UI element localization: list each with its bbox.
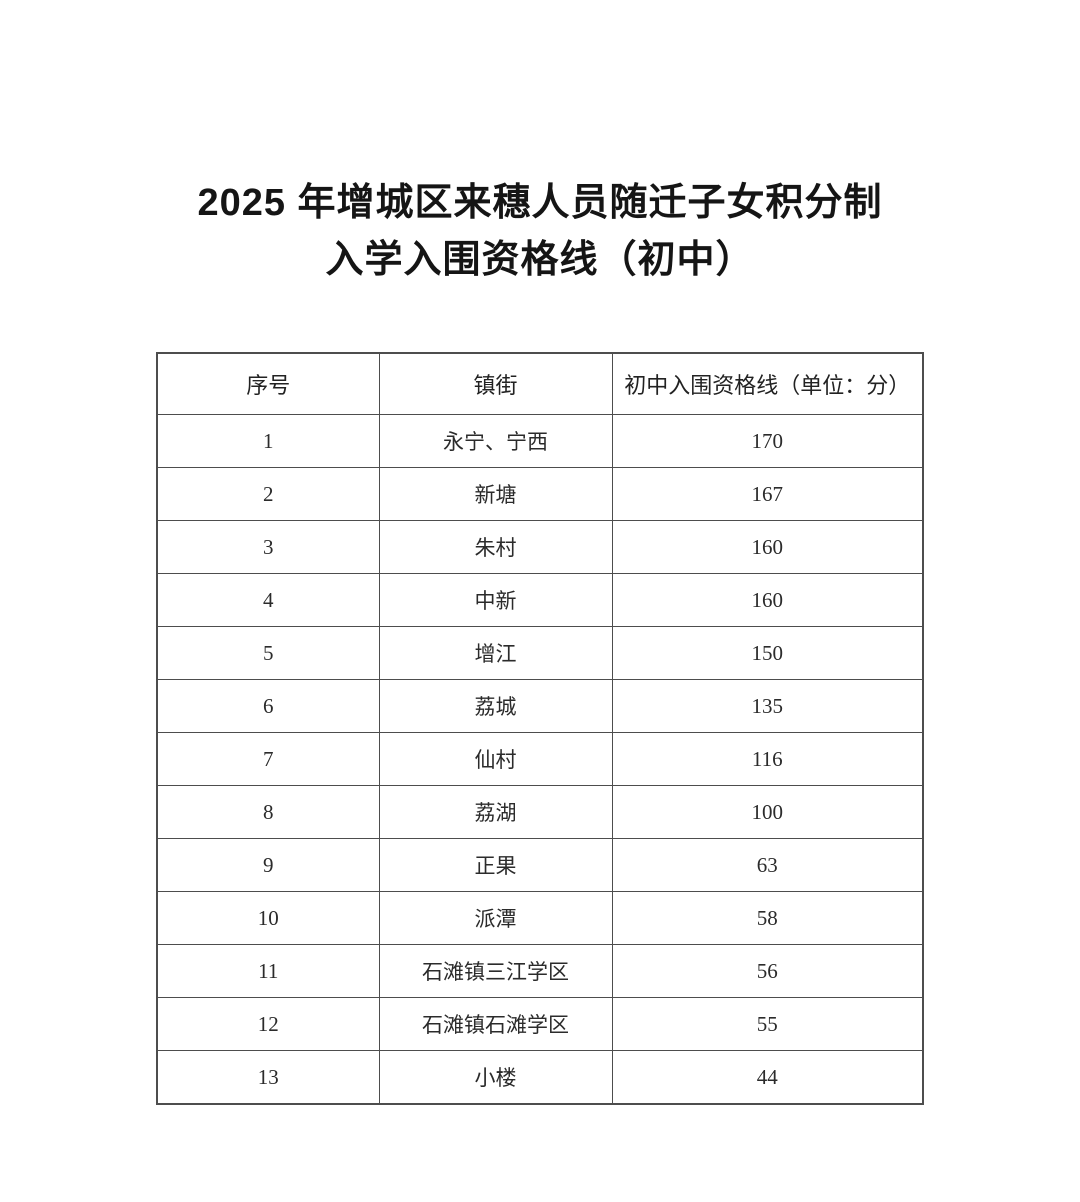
- table-cell: 13: [156, 1050, 380, 1105]
- table-row: 5 增江 150: [156, 626, 924, 681]
- table-cell: 仙村: [378, 732, 613, 787]
- table-cell: 派潭: [378, 891, 613, 946]
- table-body: 1 永宁、宁西 170 2 新塘 167 3 朱村 160 4 中新 160 5 增江 150 6 荔城 135 7…: [156, 414, 924, 1105]
- table-cell: 正果: [378, 838, 613, 893]
- table-row: 2 新塘 167: [156, 467, 924, 522]
- table-row: 13 小楼 44: [156, 1050, 924, 1105]
- table-row: 1 永宁、宁西 170: [156, 414, 924, 469]
- table-row: 6 荔城 135: [156, 679, 924, 734]
- table-row: 4 中新 160: [156, 573, 924, 628]
- table-cell: 116: [611, 732, 924, 787]
- table-row: 12 石滩镇石滩学区 55: [156, 997, 924, 1052]
- document-title-line-1: 2025 年增城区来穗人员随迁子女积分制: [197, 182, 883, 225]
- table-cell: 160: [611, 520, 924, 575]
- table-cell: 4: [156, 573, 380, 628]
- table-row: 11 石滩镇三江学区 56: [156, 944, 924, 999]
- table-cell: 160: [611, 573, 924, 628]
- table-cell: 167: [611, 467, 924, 522]
- table-cell: 石滩镇石滩学区: [378, 997, 613, 1052]
- table-cell: 58: [611, 891, 924, 946]
- table-cell: 55: [611, 997, 924, 1052]
- table-cell: 8: [156, 785, 380, 840]
- qualification-score-table: 序号 镇街 初中入围资格线（单位：分） 1 永宁、宁西 170 2 新塘 167 3 朱村 16…: [156, 352, 924, 1106]
- table-cell: 2: [156, 467, 380, 522]
- table-cell: 63: [611, 838, 924, 893]
- document-title-line-2: 入学入围资格线（初中）: [325, 239, 755, 282]
- table-cell: 6: [156, 679, 380, 734]
- table-cell: 100: [611, 785, 924, 840]
- table-cell: 新塘: [378, 467, 613, 522]
- table-cell: 135: [611, 679, 924, 734]
- table-header-row: 序号 镇街 初中入围资格线（单位：分）: [156, 352, 924, 416]
- table-cell: 11: [156, 944, 380, 999]
- table-cell: 增江: [378, 626, 613, 681]
- table-row: 3 朱村 160: [156, 520, 924, 575]
- table-row: 9 正果 63: [156, 838, 924, 893]
- column-header-index: 序号: [156, 352, 380, 416]
- table-cell: 荔湖: [378, 785, 613, 840]
- table-cell: 12: [156, 997, 380, 1052]
- table-cell: 5: [156, 626, 380, 681]
- document-title: 2025 年增城区来穗人员随迁子女积分制 入学入围资格线（初中）: [0, 25, 1080, 289]
- table-cell: 1: [156, 414, 380, 469]
- table-row: 7 仙村 116: [156, 732, 924, 787]
- table-row: 10 派潭 58: [156, 891, 924, 946]
- table-cell: 56: [611, 944, 924, 999]
- table-cell: 朱村: [378, 520, 613, 575]
- table-cell: 150: [611, 626, 924, 681]
- table-cell: 7: [156, 732, 380, 787]
- table-cell: 中新: [378, 573, 613, 628]
- table-row: 8 荔湖 100: [156, 785, 924, 840]
- table-cell: 10: [156, 891, 380, 946]
- table-cell: 荔城: [378, 679, 613, 734]
- table-cell: 小楼: [378, 1050, 613, 1105]
- table-cell: 9: [156, 838, 380, 893]
- table-cell: 永宁、宁西: [378, 414, 613, 469]
- table-cell: 3: [156, 520, 380, 575]
- table-cell: 石滩镇三江学区: [378, 944, 613, 999]
- column-header-town: 镇街: [378, 352, 613, 416]
- table-cell: 44: [611, 1050, 924, 1105]
- table-cell: 170: [611, 414, 924, 469]
- column-header-score-line: 初中入围资格线（单位：分）: [611, 352, 924, 416]
